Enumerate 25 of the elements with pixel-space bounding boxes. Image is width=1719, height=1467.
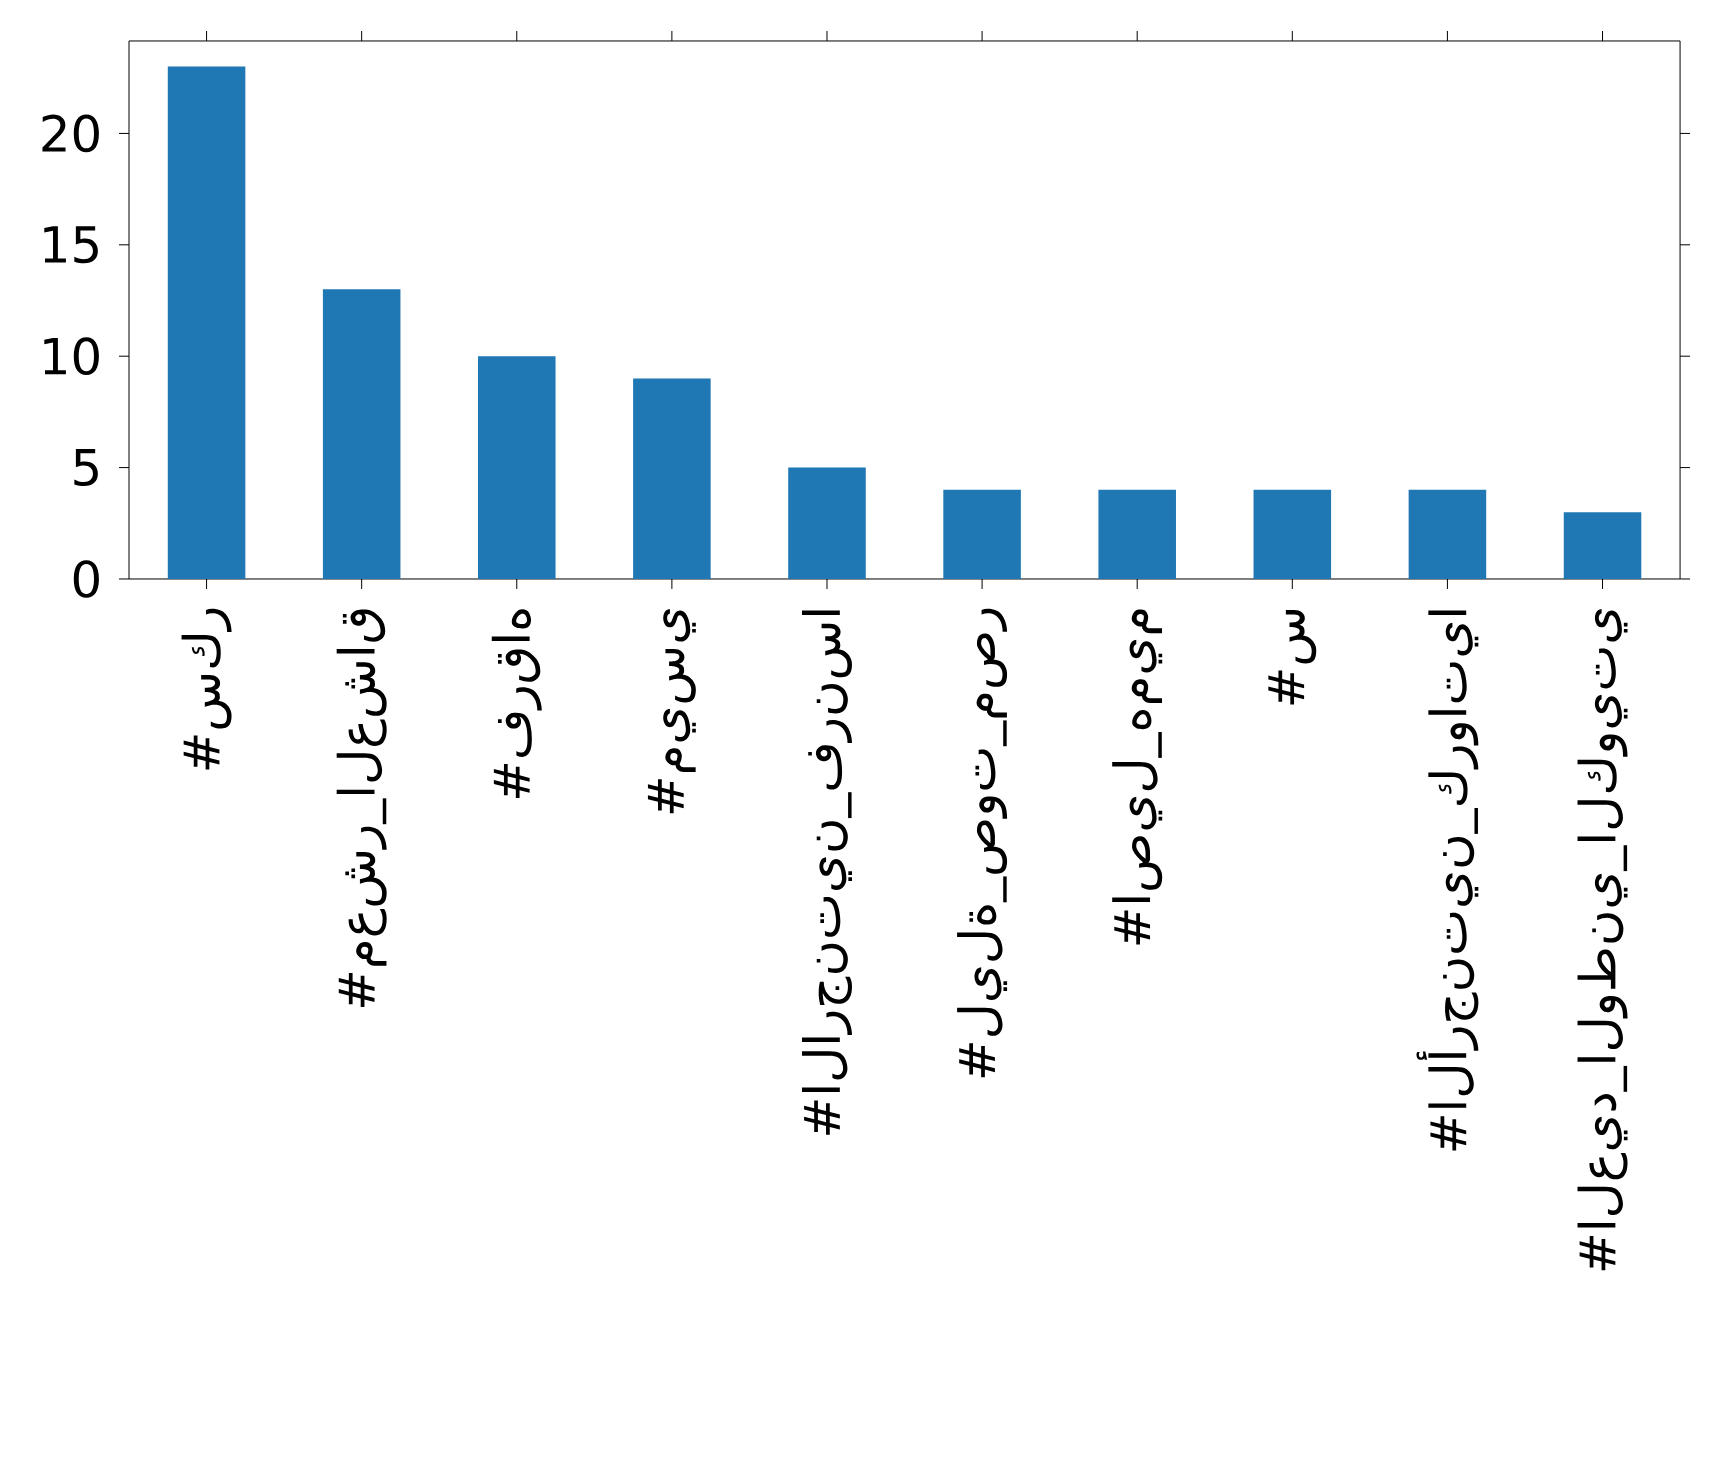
x-tick-label: #ليلة_صوت_مصر — [957, 608, 1008, 1078]
x-tick-label: #فرقاه — [491, 609, 542, 798]
bar — [1253, 489, 1332, 579]
y-tick-label: 0 — [73, 560, 99, 598]
x-tick-label: #اصيل_هميم — [1112, 609, 1163, 945]
bar — [633, 378, 711, 579]
x-tick-label: #معشر_العشاق — [336, 609, 387, 1008]
x-tick-label: #ميسي — [647, 608, 696, 814]
y-tick-label: 10 — [44, 337, 99, 376]
x-tick-label: #سكر — [181, 608, 232, 770]
x-tick-label: #س — [1268, 609, 1317, 705]
bar — [943, 489, 1021, 579]
bar — [322, 289, 401, 579]
x-tick-label: #العيد_الوطني_الكويتي — [1577, 608, 1628, 1271]
bar — [167, 66, 246, 579]
y-tick-label: 15 — [44, 226, 98, 264]
bar — [1098, 489, 1176, 579]
bar — [788, 467, 866, 579]
y-tick-label: 5 — [74, 449, 98, 487]
x-tick-label: #الارجنتين_فرنسا — [801, 610, 852, 1135]
bar — [478, 356, 556, 579]
bar — [1563, 512, 1642, 579]
y-tick-label: 20 — [42, 114, 99, 153]
bar — [1408, 489, 1487, 579]
x-tick-label: #الأرجنتين_كرواتيا — [1416, 610, 1479, 1151]
